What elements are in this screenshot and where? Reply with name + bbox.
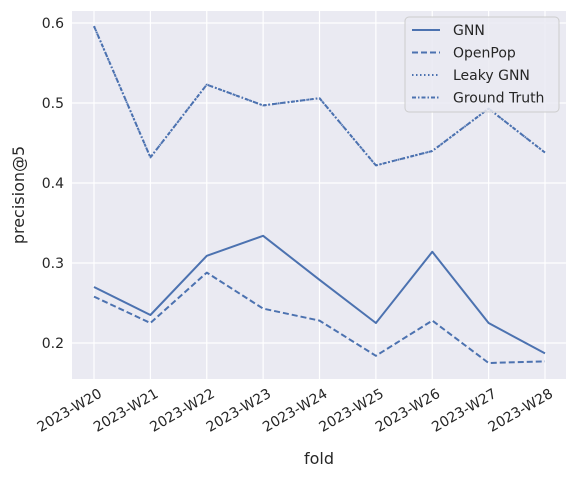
- y-tick-label: 0.4: [42, 176, 64, 192]
- legend-label: OpenPop: [453, 46, 516, 62]
- y-axis-label: precision@5: [9, 146, 28, 244]
- legend-label: Ground Truth: [453, 91, 544, 107]
- y-tick-label: 0.6: [42, 16, 64, 32]
- x-tick-labels: 2023-W202023-W212023-W222023-W232023-W24…: [35, 386, 556, 436]
- y-tick-label: 0.5: [42, 96, 64, 112]
- legend-label: GNN: [453, 23, 485, 39]
- series-lines: [93, 25, 546, 364]
- legend-box: [404, 16, 560, 113]
- legend-label: Leaky GNN: [453, 68, 530, 84]
- legend: GNN OpenPop Leaky GNN Ground Truth: [404, 16, 560, 113]
- y-tick-labels: 0.2 0.3 0.4 0.5 0.6: [42, 16, 64, 352]
- x-tick-label: 2023-W28: [486, 386, 556, 436]
- y-tick-label: 0.3: [42, 256, 64, 272]
- y-tick-label: 0.2: [42, 336, 64, 352]
- x-axis-label: fold: [304, 449, 334, 468]
